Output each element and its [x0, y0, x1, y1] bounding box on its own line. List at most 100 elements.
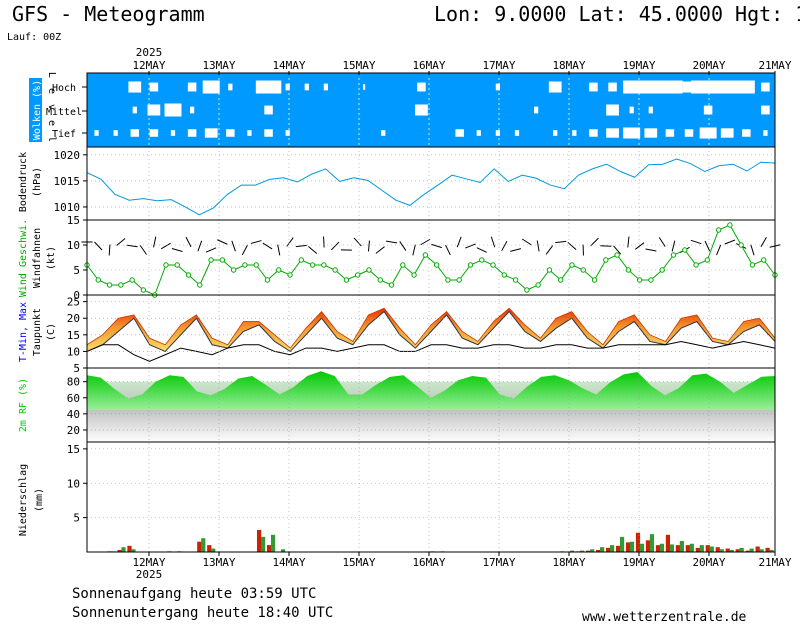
- y-tick-label: 20: [67, 424, 80, 437]
- cloud-cover-block-tief: [742, 129, 751, 137]
- wind-barb: [116, 238, 126, 246]
- cloud-cover-block-tief: [247, 130, 252, 136]
- precip-bar: [745, 550, 750, 552]
- wind-speed-point: [636, 277, 643, 283]
- wind-speed-point: [535, 282, 541, 288]
- precip-bar: [669, 544, 674, 552]
- wind-barb: [634, 242, 645, 250]
- wind-barb: [367, 240, 370, 252]
- wind-speed-point: [591, 277, 598, 283]
- x-day-label-top: 17MAY: [482, 59, 515, 72]
- wind-speed-point: [558, 277, 564, 283]
- x-day-label-top: 20MAY: [692, 59, 725, 72]
- wind-speed-point: [467, 262, 474, 268]
- sunrise-text: Sonnenaufgang heute 03:59 UTC: [72, 586, 317, 602]
- precip-bar: [699, 545, 704, 552]
- temperature-unit-label: (C): [46, 323, 57, 341]
- panel-border: [86, 146, 776, 221]
- cloud-cover-block-mittel: [703, 105, 713, 115]
- wind-barb: [375, 246, 385, 254]
- wind-barb: [645, 248, 657, 252]
- precip-bar: [257, 530, 262, 552]
- wind-speed-point: [445, 277, 451, 283]
- cloud-cover-block-hoch: [737, 80, 755, 94]
- cloud-cover-block-tief: [720, 128, 734, 138]
- cloud-cover-block-tief: [553, 130, 558, 136]
- wind-barb: [465, 243, 476, 249]
- wind-speed-point: [614, 252, 620, 258]
- precip-bar: [615, 545, 621, 552]
- wind-barb: [671, 240, 676, 252]
- cloud-cover-block-hoch: [623, 80, 641, 94]
- panel-border: [86, 441, 776, 553]
- wind-axis-label: Wind Geschwi.: [18, 219, 29, 297]
- wind-speed-point: [625, 267, 632, 273]
- wind-speed-point: [422, 252, 429, 258]
- wind-speed-point: [727, 222, 733, 228]
- y-tick-label: 15: [67, 214, 80, 227]
- wind-barb: [323, 236, 325, 248]
- rh-background: [87, 381, 775, 442]
- dewpoint-axis-label: Taupunkt: [32, 308, 43, 356]
- wind-speed-point: [659, 267, 665, 273]
- y-tick-label: 40: [67, 408, 80, 421]
- precip-bar: [739, 547, 744, 552]
- cloud-cover-block-tief: [130, 129, 140, 137]
- precip-bar: [769, 549, 774, 552]
- precip-bar: [655, 545, 661, 552]
- wind-speed-point: [95, 277, 101, 283]
- precip-bar: [629, 541, 635, 552]
- precip-bar: [605, 547, 611, 552]
- wind-speed-point: [603, 257, 609, 263]
- cloud-level-axis-label: L e v e l: [46, 72, 57, 144]
- wind-speed-point: [388, 282, 395, 288]
- x-day-label-top: 12MAY: [132, 59, 165, 72]
- precip-bar: [705, 545, 710, 552]
- precip-bar: [211, 548, 216, 552]
- cloud-cover-block-tief: [623, 127, 641, 139]
- location-coordinates: Lon: 9.0000 Lat: 45.0000 Hgt: 13: [434, 2, 800, 26]
- wind-speed-point: [715, 227, 722, 233]
- wind-barb: [262, 242, 273, 250]
- cloud-cover-block-mittel: [606, 104, 619, 116]
- wind-speed-point: [118, 282, 124, 288]
- wind-barb: [153, 236, 157, 248]
- wind-speed-point: [321, 262, 327, 268]
- cloud-cover-block-mittel: [164, 103, 182, 117]
- wind-speed-point: [208, 257, 214, 263]
- cloud-cover-block-tief: [264, 129, 273, 137]
- cloud-cover-block-tief: [226, 129, 235, 137]
- y-tick-label: 10: [67, 477, 80, 490]
- wind-barb: [160, 242, 171, 250]
- cloud-cover-block-hoch: [304, 83, 309, 91]
- x-day-label-bottom: 17MAY: [482, 556, 515, 569]
- wind-barb: [476, 247, 487, 253]
- cloud-cover-block-tief: [684, 129, 694, 137]
- wind-barb: [420, 238, 431, 246]
- wind-barb: [613, 245, 622, 255]
- precip-bar: [719, 549, 724, 552]
- dewpoint-line: [86, 340, 776, 362]
- wind-barb: [590, 237, 599, 247]
- wind-speed-point: [569, 262, 575, 268]
- cloud-cover-block-tief: [644, 128, 658, 138]
- cloud-cover-block-hoch: [417, 82, 426, 92]
- wind-speed-point: [264, 277, 271, 283]
- cloud-cover-block-mittel: [629, 106, 634, 114]
- wind-barb: [205, 247, 217, 253]
- wind-barb: [431, 243, 443, 249]
- cloud-cover-block-mittel: [189, 106, 195, 114]
- cloud-cover-block-hoch: [255, 80, 282, 94]
- wind-speed-point: [490, 262, 496, 268]
- wind-speed-point: [298, 257, 304, 263]
- cloud-cover-block-hoch: [285, 83, 290, 91]
- wind-speed-point: [287, 272, 293, 278]
- cloud-cover-block-mittel: [415, 104, 428, 116]
- cloud-cover-block-tief: [204, 128, 218, 138]
- x-day-label-top: 19MAY: [622, 59, 655, 72]
- cloud-cover-block-hoch: [589, 82, 598, 92]
- cloud-cover-block-mittel: [533, 106, 539, 114]
- wind-speed-point: [761, 257, 767, 263]
- precip-bar: [735, 549, 740, 552]
